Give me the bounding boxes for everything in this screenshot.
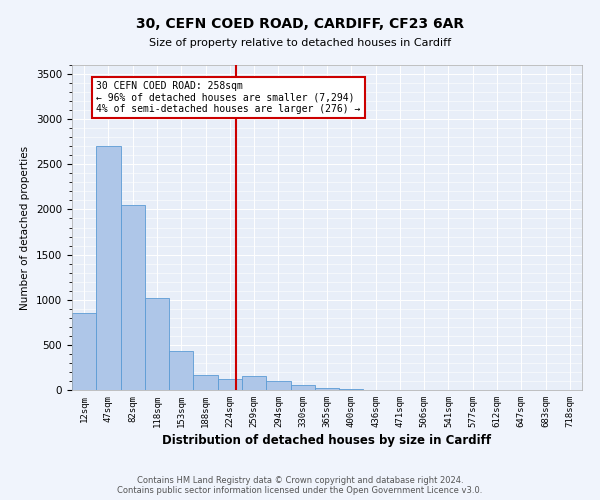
Bar	[96, 146, 121, 390]
Bar	[242, 376, 266, 390]
Bar	[169, 351, 193, 390]
Text: Contains HM Land Registry data © Crown copyright and database right 2024.
Contai: Contains HM Land Registry data © Crown c…	[118, 476, 482, 495]
Bar	[339, 389, 364, 390]
Bar	[266, 382, 290, 390]
Text: Size of property relative to detached houses in Cardiff: Size of property relative to detached ho…	[149, 38, 451, 48]
X-axis label: Distribution of detached houses by size in Cardiff: Distribution of detached houses by size …	[163, 434, 491, 447]
Bar	[121, 205, 145, 390]
Bar	[290, 384, 315, 390]
Bar	[72, 314, 96, 390]
Bar	[193, 374, 218, 390]
Y-axis label: Number of detached properties: Number of detached properties	[20, 146, 31, 310]
Bar	[218, 379, 242, 390]
Bar	[315, 388, 339, 390]
Text: 30 CEFN COED ROAD: 258sqm
← 96% of detached houses are smaller (7,294)
4% of sem: 30 CEFN COED ROAD: 258sqm ← 96% of detac…	[96, 81, 361, 114]
Bar	[145, 298, 169, 390]
Text: 30, CEFN COED ROAD, CARDIFF, CF23 6AR: 30, CEFN COED ROAD, CARDIFF, CF23 6AR	[136, 18, 464, 32]
